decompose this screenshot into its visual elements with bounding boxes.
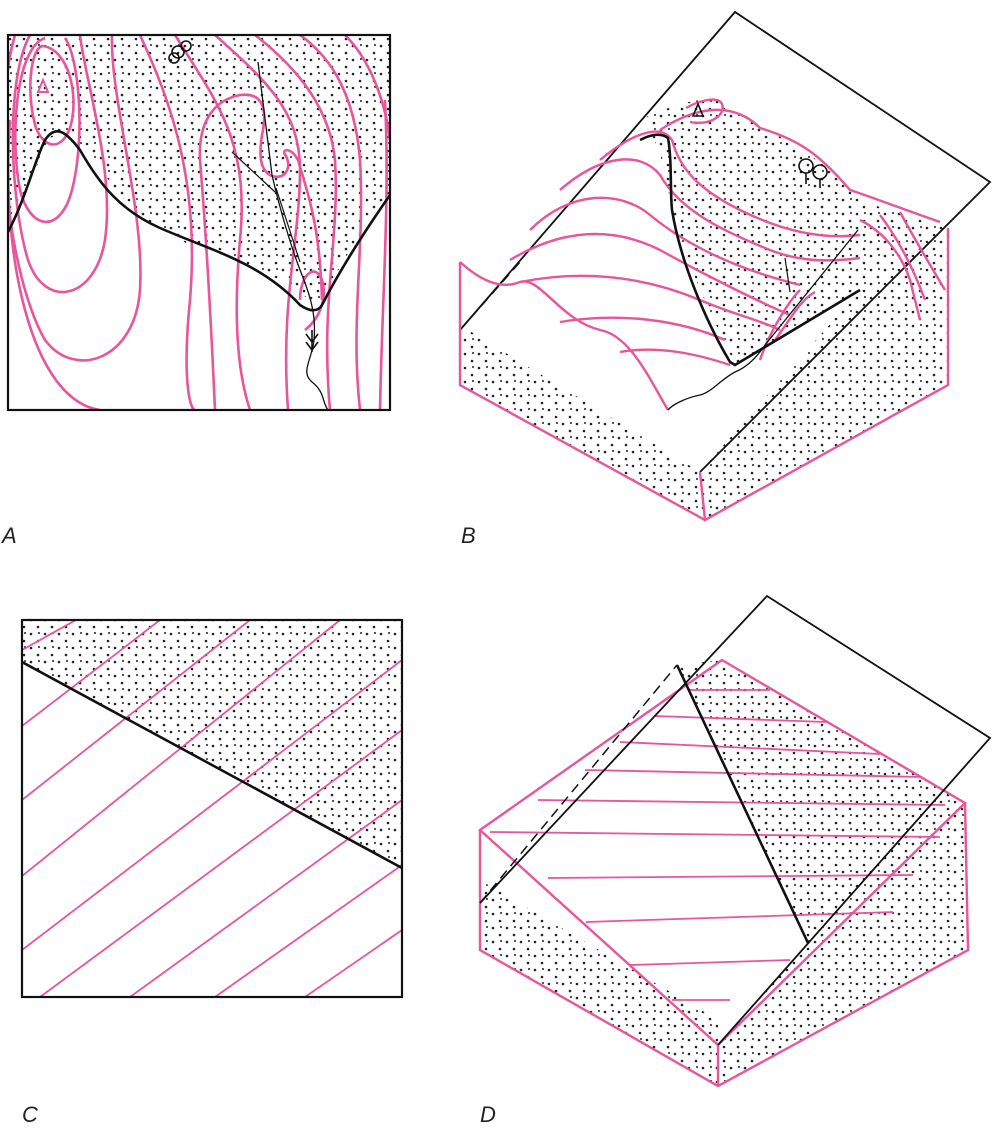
triangulation-station-icon [36,77,50,93]
panel-label-b: B [461,523,476,548]
panel-b-tree-icon [798,158,828,188]
panel-label-c: C [22,1102,38,1127]
panel-a-map [6,33,392,412]
panel-a-frame [6,33,392,412]
panel-b-contours [509,98,947,367]
panel-a-contact-line [8,130,390,312]
panel-a-stream [257,61,329,410]
panel-c-contact-line [22,660,402,870]
panel-d-top-stipple [677,660,965,943]
panel-b-contact-line [639,133,861,367]
panel-label-a: A [0,523,17,548]
panel-b-right-face [700,228,948,520]
panel-b-stream [667,229,859,411]
panel-b-top-stipple [640,99,948,366]
panel-b-triangulation-station-icon [691,101,705,117]
stream-direction-arrow-icon [305,330,319,352]
tree-icon [168,40,192,64]
panel-c-frame [20,618,404,999]
panel-d-contact-line [675,664,810,944]
panel-c-outcrop-stipple [22,620,402,868]
panel-d-left-face [480,880,718,1086]
panel-d-block-diagram [478,594,992,1088]
panel-b-block-diagram [458,10,992,522]
panel-d-right-face [718,803,968,1086]
panel-c-map [20,618,404,999]
panel-b-left-face [460,325,705,520]
panel-c-strike-lines [22,620,402,997]
panel-b-fault-plane [459,10,992,473]
panel-d-fault-plane [479,594,992,1046]
panel-label-d: D [480,1102,496,1127]
